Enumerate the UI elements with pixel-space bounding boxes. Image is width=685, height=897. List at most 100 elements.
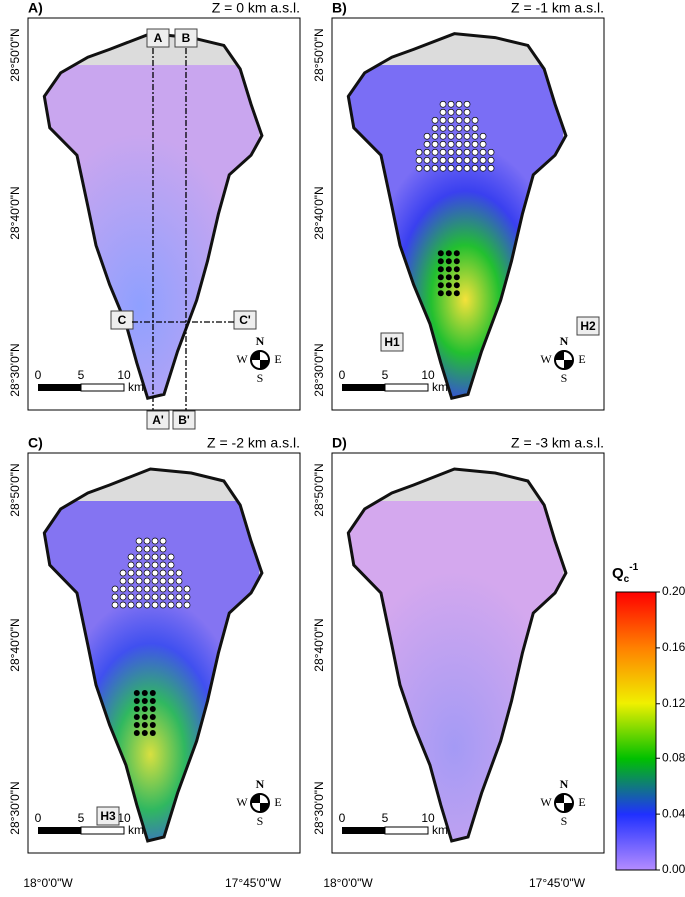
station-dot (447, 116, 455, 124)
compass-label: N (560, 334, 569, 348)
colorbar-tick-label: 0.041 (662, 806, 685, 820)
annotation-label: A (154, 31, 163, 45)
annotation-box (172, 410, 196, 430)
scale-tick-label: 5 (382, 368, 389, 382)
coastline (42, 32, 264, 401)
station-dot (133, 714, 140, 720)
compass-quarters (251, 794, 269, 812)
station-dot (175, 601, 183, 609)
station-dot (437, 274, 444, 281)
station-dot (487, 148, 495, 156)
annotation-label: H3 (100, 809, 116, 823)
station-dot (135, 561, 143, 569)
station-dot (431, 124, 439, 132)
station-dot (175, 585, 183, 593)
scale-tick-label: 5 (78, 368, 85, 382)
station-dot (471, 156, 479, 164)
station-dot (447, 140, 455, 148)
station-dot (127, 553, 135, 561)
station-dot (151, 577, 159, 585)
lat-label: 28°30'0"N (312, 343, 326, 396)
map-panel: B) Z = -1 km a.s.l. 28°50'0"N 28°40'0"N 28°3… (312, 0, 605, 411)
station-dot (453, 258, 460, 265)
scale-bar-black (38, 384, 81, 391)
station-dot (423, 140, 431, 148)
station-dot (415, 164, 423, 172)
scale-tick-label: 0 (35, 368, 42, 382)
station-dot (447, 164, 455, 172)
station-dot (143, 561, 151, 569)
compass-label: W (540, 795, 552, 809)
station-dot (479, 140, 487, 148)
annotation-box (146, 410, 170, 430)
lat-label: 28°30'0"N (8, 781, 22, 834)
station-dot (135, 569, 143, 577)
station-dot (437, 290, 444, 297)
scale-tick-label: 0 (339, 368, 346, 382)
annotation-label: H2 (580, 319, 596, 333)
lon-label: 18°0'0"W (323, 876, 373, 890)
station-dot (455, 164, 463, 172)
station-dot (423, 164, 431, 172)
station-dot (455, 116, 463, 124)
scale-tick-label: 0 (339, 811, 346, 825)
station-dot (463, 156, 471, 164)
profile-line (132, 48, 234, 410)
station-dot (127, 577, 135, 585)
station-dot (455, 124, 463, 132)
colorbar-title-main: Q (612, 565, 624, 582)
compass-label: S (257, 371, 264, 385)
station-dot (445, 274, 452, 281)
map-panel: D) Z = -3 km a.s.l. 28°50'0"N 28°40'0"N 28°3… (312, 435, 605, 854)
station-dot (431, 132, 439, 140)
station-dot (133, 690, 140, 696)
station-dot (167, 585, 175, 593)
station-dot (167, 593, 175, 601)
station-dot (159, 593, 167, 601)
station-dot (127, 561, 135, 569)
station-dot (437, 266, 444, 273)
scale-tick-label: 10 (421, 368, 435, 382)
station-dot (143, 601, 151, 609)
annotation-label: B (182, 31, 191, 45)
station-dot (447, 100, 455, 108)
annotation-box (174, 28, 198, 48)
station-dot (431, 140, 439, 148)
station-dot (135, 585, 143, 593)
station-dot (159, 561, 167, 569)
colorbar-tick-label: 0.001 (662, 862, 685, 876)
station-dot (183, 601, 191, 609)
station-dot (471, 124, 479, 132)
station-dot (183, 593, 191, 601)
colorbar-ramp (615, 591, 657, 871)
station-dot (149, 706, 156, 712)
station-dot (447, 148, 455, 156)
station-dot (175, 577, 183, 585)
panel-label: D) (332, 435, 347, 451)
station-dot (133, 698, 140, 704)
station-dot (439, 132, 447, 140)
station-dot (143, 545, 151, 553)
station-dot (127, 601, 135, 609)
station-dot (437, 282, 444, 289)
station-dot (463, 116, 471, 124)
station-dot (479, 132, 487, 140)
station-dot (453, 250, 460, 257)
scale-bar-white (80, 383, 125, 392)
station-dot (437, 258, 444, 265)
scale-unit: km (432, 380, 448, 394)
compass-quarters (251, 351, 269, 369)
scale-tick-label: 10 (117, 368, 131, 382)
station-dot (439, 156, 447, 164)
station-dot (439, 100, 447, 108)
map-panel: C) Z = -2 km a.s.l. 28°50'0"N 28°40'0"N 28°3… (8, 435, 301, 854)
panel-label: C) (28, 435, 43, 451)
scale-unit: km (432, 823, 448, 837)
station-dot (159, 585, 167, 593)
scale-bar-white (384, 826, 429, 835)
station-dot (423, 156, 431, 164)
colorbar-tick-label: 0.120 (662, 696, 685, 710)
station-dot (143, 593, 151, 601)
station-dot (487, 164, 495, 172)
